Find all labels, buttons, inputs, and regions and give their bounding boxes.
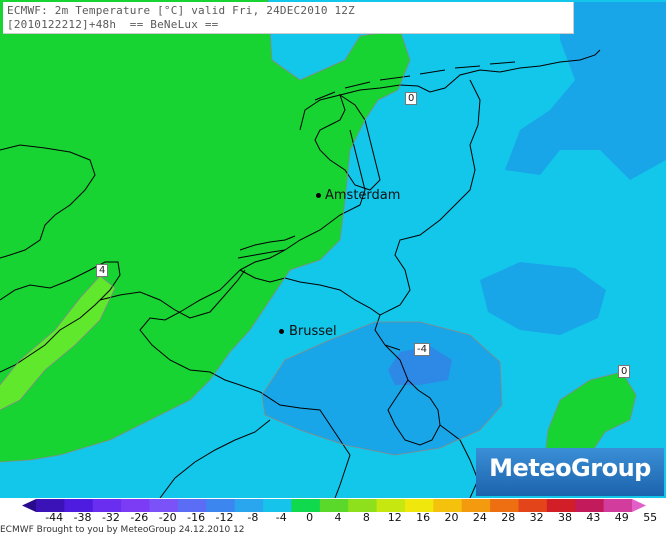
temperature-colorbar [22,499,646,512]
colorbar-segment [263,499,292,512]
colorbar-tick-label: 55 [643,511,658,524]
city-label-amsterdam: Amsterdam [325,188,401,203]
colorbar-tick-label: 0 [306,511,314,524]
colorbar-tick-label: -16 [187,511,206,524]
colorbar-tick-label: 38 [558,511,573,524]
colorbar-arrow-high [632,499,646,512]
contour-line-4 [0,275,116,411]
border-belgium [139,269,381,456]
colorbar-segment [518,499,548,512]
colorbar-tick-label: -12 [215,511,234,524]
colorbar-tick-label: 49 [614,511,629,524]
colorbar-segment [92,499,122,512]
colorbar-tick-label: -8 [247,511,259,524]
border-netherlands-germany [374,79,481,351]
contour-label-0-north: 0 [405,92,418,105]
colorbar-tick-label: -4 [275,511,287,524]
colorbar-segment [64,499,94,512]
contour-label-minus4: -4 [414,343,430,356]
estuary-scheldt [237,235,296,259]
coastline-france [99,269,246,319]
colorbar-tick-label: -44 [45,511,64,524]
colorbar-tick-label: -26 [130,511,149,524]
contour-line-minus4 [261,321,503,456]
meteogroup-logo: MeteoGroup [476,448,664,496]
colorbar-segment [376,499,406,512]
border-luxembourg [384,344,441,446]
logo-text: MeteoGroup [489,454,651,482]
colorbar-segment [36,499,65,512]
colorbar-tick-label: 24 [472,511,487,524]
colorbar-segment [234,499,264,512]
contour-label-4: 4 [96,264,109,277]
cold-patch-east [480,262,606,335]
colorbar-tick-label: -20 [158,511,177,524]
coastline-england [0,144,121,373]
colorbar-tick-label: 4 [334,511,342,524]
colorbar-segment [575,499,605,512]
colorbar-tick-label: -38 [73,511,92,524]
border-germany-east [439,424,479,498]
cold-patch-northeast [505,2,666,180]
temperature-map [0,0,666,498]
city-label-brussel: Brussel [289,324,337,339]
bottom-note: ECMWF Brought to you by MeteoGroup 24.12… [0,525,245,535]
colorbar-segment [206,499,236,512]
colorbar-tick-label: 28 [501,511,516,524]
colorbar-segment [461,499,491,512]
wadden-islands [314,61,516,101]
contour-line-0 [0,0,411,463]
colorbar-tick-label: 20 [444,511,459,524]
border-france-south [159,419,351,498]
colorbar-segment [149,499,179,512]
city-dot-amsterdam [316,193,321,198]
colorbar-tick-label: 43 [586,511,601,524]
colorbar-tick-label: 16 [416,511,431,524]
colorbar-segment [121,499,151,512]
colorbar-tick-label: 12 [387,511,402,524]
colorbar-segment [291,499,321,512]
ijsselmeer-shore [314,93,381,191]
colorbar-segment [433,499,463,512]
map-subtitle: [2010122212]+48h == BeNeLux == [7,18,219,31]
map-title: ECMWF: 2m Temperature [°C] valid Fri, 24… [7,4,355,17]
colorbar-arrow-low [22,499,36,512]
colorbar-segment [319,499,349,512]
colorbar-segment [490,499,519,512]
colorbar-segment [348,499,378,512]
colorbar-tick-label: 8 [362,511,370,524]
colorbar-segment [603,499,633,512]
mild-patch-west [0,276,115,410]
city-dot-brussel [279,329,284,334]
colorbar-tick-label: -32 [101,511,120,524]
map-title-box: ECMWF: 2m Temperature [°C] valid Fri, 24… [3,2,574,34]
colorbar-segment [404,499,434,512]
cold-core-ardennes [388,346,452,385]
colorbar-tick-label: 32 [529,511,544,524]
mild-field-0-to-4 [0,0,410,462]
contour-label-0-southeast: 0 [618,365,631,378]
colorbar-segment [177,499,207,512]
colorbar-segment [546,499,576,512]
